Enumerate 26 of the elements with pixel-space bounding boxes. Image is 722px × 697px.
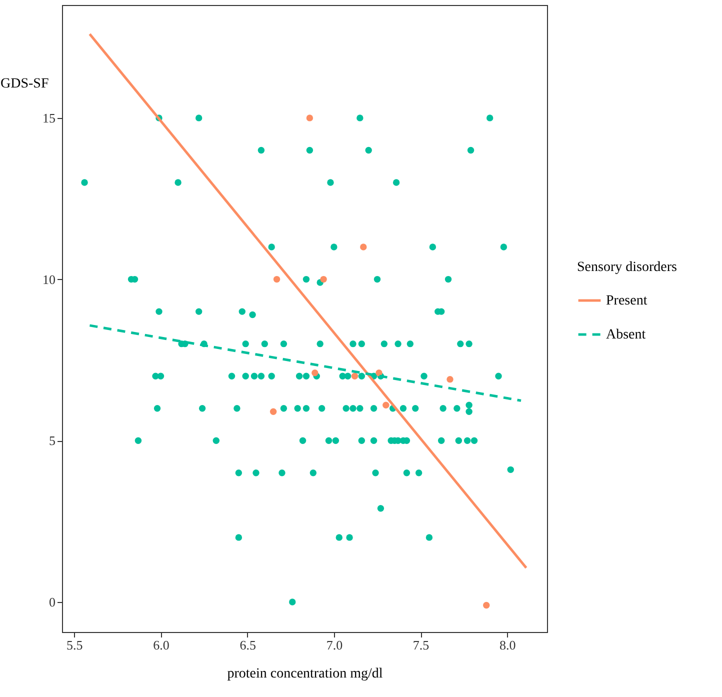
- legend-label: Present: [606, 294, 648, 308]
- point: [351, 372, 358, 380]
- y-tick-label: 5: [49, 433, 56, 448]
- x-axis-title: protein concentration mg/dl: [227, 666, 383, 682]
- point: [483, 602, 490, 609]
- y-tick-label: 0: [49, 594, 56, 610]
- y-tick-label: 15: [42, 110, 56, 126]
- point: [320, 276, 327, 283]
- y-axis-title: GDS-SF: [0, 76, 49, 92]
- point: [446, 376, 454, 383]
- point: [306, 114, 314, 122]
- legend-label: Absent: [606, 328, 646, 342]
- x-tick-label: 8.0: [500, 638, 516, 652]
- x-tick-label: 5.5: [66, 638, 83, 652]
- point: [270, 408, 277, 415]
- point: [360, 244, 367, 250]
- x-tick-label: 7.0: [326, 638, 343, 652]
- legend-title: Sensory disorders: [577, 260, 677, 275]
- x-tick-label: 7.5: [412, 638, 430, 652]
- point: [376, 370, 382, 376]
- point: [273, 276, 280, 283]
- point: [382, 402, 390, 408]
- x-tick-label: 6.0: [153, 638, 170, 652]
- point: [312, 370, 318, 376]
- y-tick-label: 10: [42, 272, 56, 287]
- x-tick-label: 6.5: [240, 638, 256, 652]
